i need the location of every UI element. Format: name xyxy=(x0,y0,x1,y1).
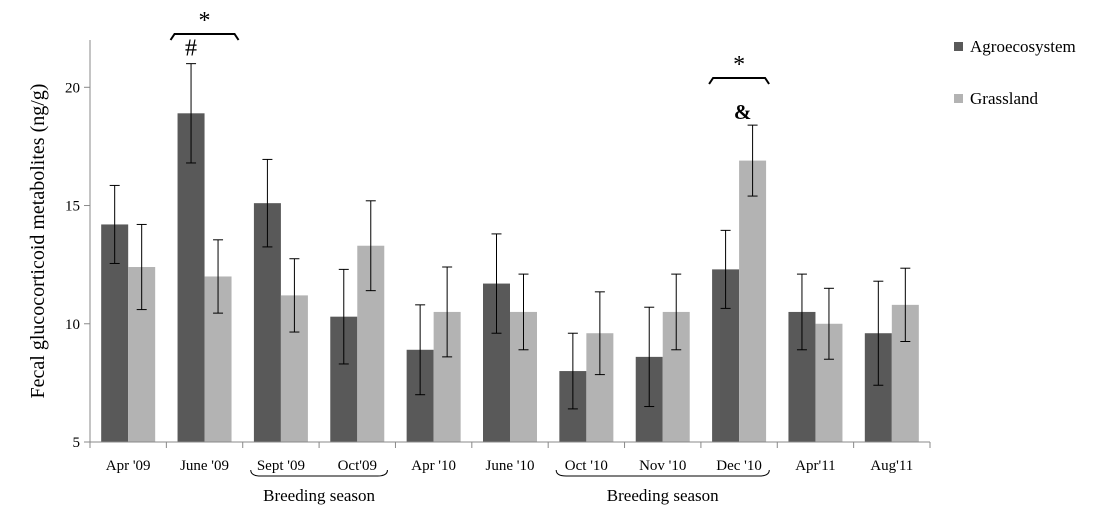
y-axis-label: Fecal glucocorticoid metabolites (ng/g) xyxy=(27,84,49,399)
error-bar xyxy=(567,332,578,410)
error-bar xyxy=(415,304,426,396)
legend: Agroecosystem Grassland xyxy=(954,37,1076,108)
error-bar xyxy=(594,291,605,376)
significance-bracket xyxy=(169,33,240,41)
legend-label-grassland: Grassland xyxy=(970,89,1038,108)
x-tick-label: Sept '09 xyxy=(257,458,305,474)
x-tick-label: Dec '10 xyxy=(716,458,762,474)
error-bar xyxy=(873,280,884,386)
x-tick-label: Nov '10 xyxy=(639,458,686,474)
significance-star: * xyxy=(733,52,745,78)
error-bar xyxy=(518,273,529,351)
significance-annotations: *#*& xyxy=(169,8,770,124)
error-bar xyxy=(109,184,120,264)
error-bar xyxy=(442,266,453,358)
x-tick-label: Oct'09 xyxy=(338,458,377,474)
legend-label-agroecosystem: Agroecosystem xyxy=(970,37,1076,56)
bars-layer xyxy=(101,113,919,443)
significance-mark: # xyxy=(185,36,197,62)
error-bar xyxy=(796,273,807,351)
y-tick-label: 20 xyxy=(65,80,80,96)
error-bar xyxy=(747,124,758,197)
breeding-season-bracket xyxy=(250,469,388,477)
significance-bracket xyxy=(708,77,770,85)
error-bars-layer xyxy=(109,63,911,410)
x-tick-labels-layer: Apr '09 June '09 Sept '09 Oct'09 Apr '10 June… xyxy=(89,442,931,474)
error-bar xyxy=(720,229,731,309)
legend-swatch-agroecosystem xyxy=(954,42,963,51)
x-tick-label: Apr '09 xyxy=(106,458,151,474)
y-tick-label: 5 xyxy=(73,435,81,451)
breeding-season-bracket xyxy=(555,469,770,477)
significance-star: * xyxy=(199,8,211,34)
x-tick-label: June '09 xyxy=(180,458,229,474)
x-tick-label: Oct '10 xyxy=(565,458,608,474)
x-tick-label: Aug'11 xyxy=(870,458,913,474)
y-tick-label: 10 xyxy=(65,317,80,333)
error-bar xyxy=(491,233,502,334)
error-bar xyxy=(900,267,911,342)
error-bar xyxy=(338,268,349,365)
error-bar xyxy=(823,287,834,360)
error-bar xyxy=(365,200,376,292)
bar-agroecosystem xyxy=(177,113,205,443)
significance-mark: & xyxy=(734,100,752,124)
breeding-season-label: Breeding season xyxy=(263,486,375,505)
error-bar xyxy=(289,258,300,333)
error-bar xyxy=(262,158,273,248)
x-tick-label: Apr '10 xyxy=(411,458,456,474)
y-tick-label: 15 xyxy=(65,199,80,215)
x-tick-label: Apr'11 xyxy=(795,458,835,474)
error-bar xyxy=(213,239,224,314)
error-bar xyxy=(671,273,682,351)
error-bar xyxy=(186,63,197,164)
legend-swatch-grassland xyxy=(954,94,963,103)
bar-grassland xyxy=(739,160,767,442)
breeding-season-groups: Breeding season Breeding season xyxy=(250,469,770,505)
breeding-season-label: Breeding season xyxy=(607,486,719,505)
y-ticks-layer: 5 10 15 20 xyxy=(65,80,90,451)
x-tick-label: June '10 xyxy=(486,458,535,474)
error-bar xyxy=(644,306,655,408)
error-bar xyxy=(136,223,147,311)
